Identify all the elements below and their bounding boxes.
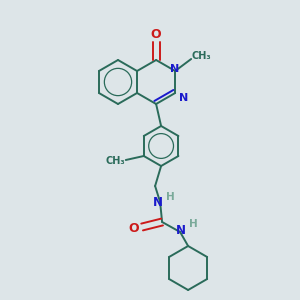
Text: CH₃: CH₃ <box>106 156 126 166</box>
Text: N: N <box>176 224 186 238</box>
Text: O: O <box>129 223 140 236</box>
Text: H: H <box>189 219 197 229</box>
Text: CH₃: CH₃ <box>191 51 211 61</box>
Text: O: O <box>151 28 161 41</box>
Text: N: N <box>153 196 163 209</box>
Text: H: H <box>166 192 175 202</box>
Text: N: N <box>178 93 188 103</box>
Text: N: N <box>169 64 179 74</box>
